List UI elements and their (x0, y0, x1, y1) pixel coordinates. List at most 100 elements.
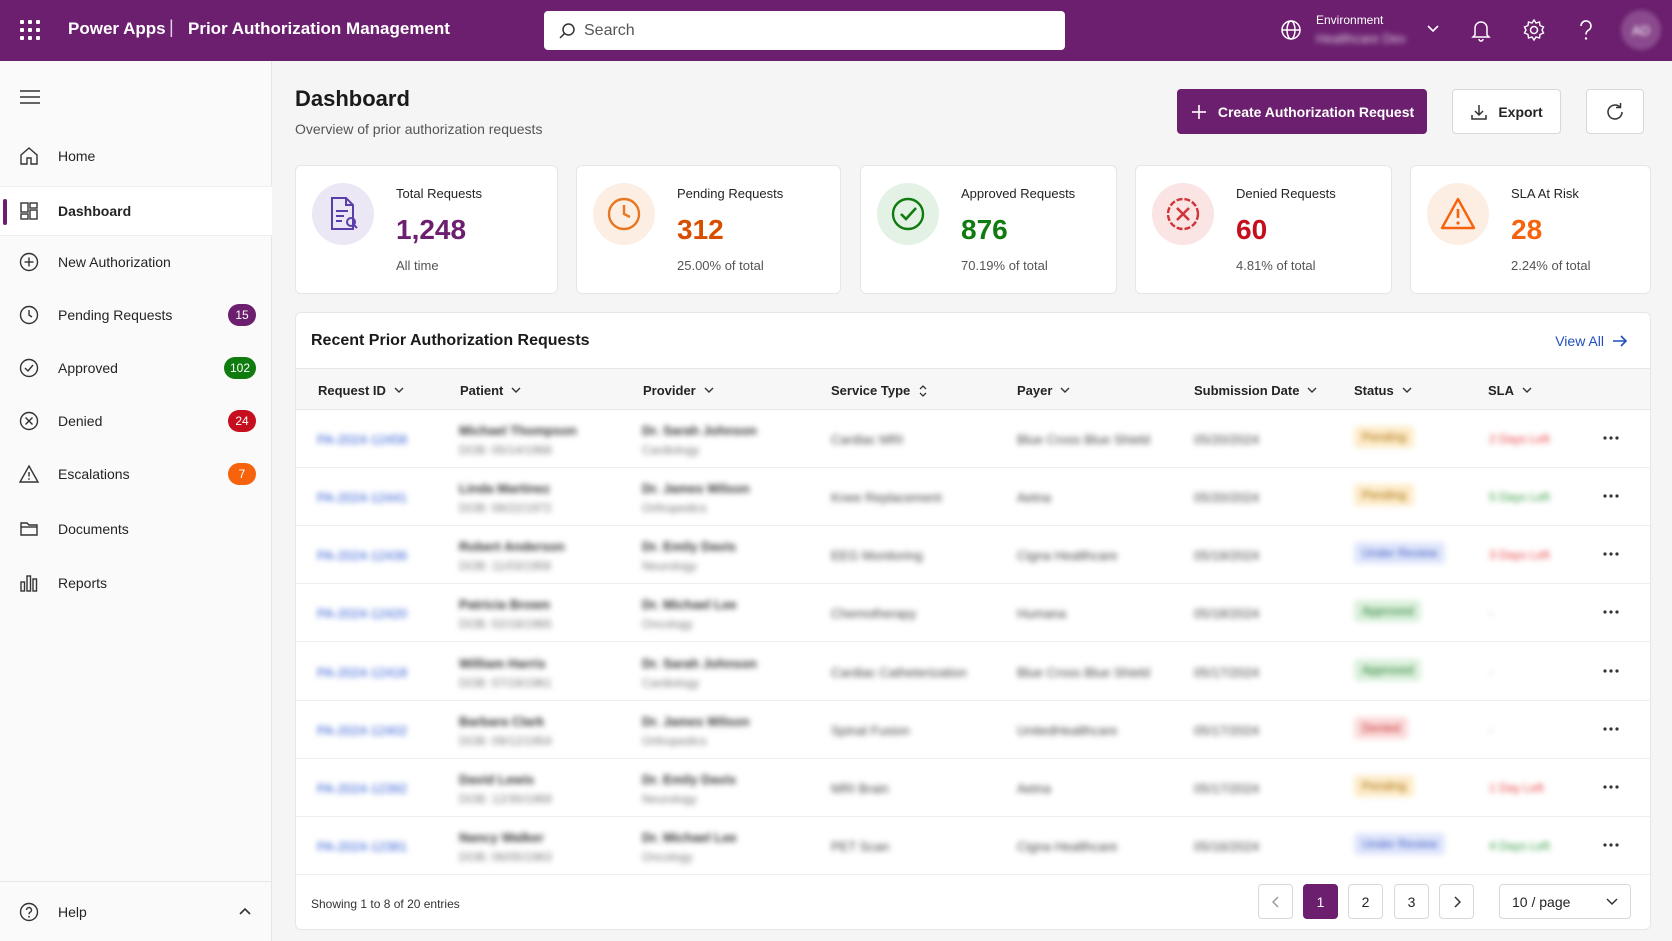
search-box[interactable] (544, 11, 1065, 50)
stat-card-sla-at-risk[interactable]: SLA At Risk 28 2.24% of total (1410, 165, 1651, 294)
submission-date: 05/20/2024 (1194, 490, 1260, 505)
more-actions-icon[interactable] (1603, 719, 1619, 734)
submission-date: 05/17/2024 (1194, 723, 1260, 738)
request-id-link[interactable]: PA-2024-12392 (317, 781, 408, 796)
column-header-payer[interactable]: Payer (1017, 383, 1070, 398)
page-button-1[interactable]: 1 (1303, 884, 1338, 919)
status-badge: Under Review (1354, 542, 1446, 564)
request-id-link[interactable]: PA-2024-12418 (317, 665, 408, 680)
patient-name: David Lewis (459, 772, 535, 787)
sidebar-item-denied[interactable]: Denied 24 (0, 396, 272, 446)
page-button-3[interactable]: 3 (1394, 884, 1429, 919)
sidebar-item-reports[interactable]: Reports (0, 558, 272, 608)
sidebar-item-documents[interactable]: Documents (0, 504, 272, 554)
sidebar-item-dashboard[interactable]: Dashboard (0, 186, 272, 236)
table-row[interactable]: PA-2024-12418 William Harris DOB: 07/19/19… (296, 643, 1650, 701)
table-row[interactable]: PA-2024-12441 Linda Martinez DOB: 08/22/19… (296, 468, 1650, 526)
sidebar-item-approved[interactable]: Approved 102 (0, 343, 272, 393)
more-actions-icon[interactable] (1603, 602, 1619, 617)
column-header-patient[interactable]: Patient (460, 383, 521, 398)
chevron-down-icon (704, 387, 714, 393)
stat-card-total[interactable]: Total Requests 1,248 All time (295, 165, 558, 294)
request-id-link[interactable]: PA-2024-12441 (317, 490, 408, 505)
app-name[interactable]: Power Apps (68, 19, 166, 38)
table-row[interactable]: PA-2024-12458 Michael Thompson DOB: 05/14/… (296, 410, 1650, 468)
refresh-button[interactable] (1586, 89, 1644, 134)
next-page-button[interactable] (1439, 884, 1474, 919)
request-id-link[interactable]: PA-2024-12402 (317, 723, 408, 738)
search-input[interactable] (584, 21, 1024, 40)
sidebar-item-escalations[interactable]: Escalations 7 (0, 449, 272, 499)
provider-name: Dr. Michael Lee (642, 597, 737, 612)
prev-page-button[interactable] (1258, 884, 1293, 919)
payer-name: UnitedHealthcare (1017, 723, 1118, 738)
chevron-down-icon[interactable] (1426, 24, 1440, 34)
request-id-link[interactable]: PA-2024-12381 (317, 839, 408, 854)
page-size-select[interactable]: 10 / page (1499, 884, 1631, 919)
page-button-2[interactable]: 2 (1348, 884, 1383, 919)
column-header-request-id[interactable]: Request ID (318, 383, 404, 398)
request-id-link[interactable]: PA-2024-12420 (317, 606, 408, 621)
request-id-link[interactable]: PA-2024-12436 (317, 548, 408, 563)
page-title: Dashboard (295, 86, 410, 111)
sidebar-item-home[interactable]: Home (0, 131, 272, 181)
pending-count-badge: 15 (228, 304, 256, 326)
column-header-provider[interactable]: Provider (643, 383, 714, 398)
panel-title: Recent Prior Authorization Requests (311, 332, 590, 349)
hamburger-icon[interactable] (20, 89, 40, 105)
sidebar-item-pending-requests[interactable]: Pending Requests 15 (0, 290, 272, 340)
more-actions-icon[interactable] (1603, 428, 1619, 443)
table-row[interactable]: PA-2024-12402 Barbara Clark DOB: 09/12/195… (296, 701, 1650, 759)
sla-indicator: - (1489, 606, 1493, 620)
column-header-service-type[interactable]: Service Type (831, 383, 928, 398)
stat-card-approved[interactable]: Approved Requests 876 70.19% of total (860, 165, 1117, 294)
stat-sub: 4.81% of total (1236, 258, 1316, 273)
gear-icon[interactable] (1522, 18, 1546, 42)
more-actions-icon[interactable] (1603, 777, 1619, 792)
column-header-sla[interactable]: SLA (1488, 383, 1532, 398)
approved-count-badge: 102 (223, 357, 256, 379)
create-authorization-button[interactable]: Create Authorization Request (1177, 89, 1427, 134)
request-id-link[interactable]: PA-2024-12458 (317, 432, 408, 447)
provider-name: Dr. Michael Lee (642, 830, 737, 845)
globe-icon[interactable] (1280, 19, 1302, 41)
stat-card-pending[interactable]: Pending Requests 312 25.00% of total (576, 165, 841, 294)
check-circle-icon (18, 357, 40, 379)
question-circle-icon (18, 901, 40, 923)
submission-date: 05/17/2024 (1194, 781, 1260, 796)
environment-value[interactable]: Healthcare Dev (1316, 31, 1406, 46)
sidebar: Home Dashboard New Authorization Pending… (0, 61, 272, 941)
question-icon[interactable] (1576, 18, 1596, 42)
stat-label: Denied Requests (1236, 186, 1336, 201)
waffle-icon[interactable] (20, 20, 40, 40)
avatar[interactable]: AD (1621, 10, 1661, 50)
stat-label: SLA At Risk (1511, 186, 1579, 201)
more-actions-icon[interactable] (1603, 544, 1619, 559)
bar-chart-icon (18, 572, 40, 594)
view-all-link[interactable]: View All (1555, 333, 1628, 349)
sidebar-item-label: New Authorization (58, 254, 171, 270)
x-circle-icon (18, 410, 40, 432)
chevron-up-icon[interactable] (238, 906, 252, 916)
sidebar-item-help[interactable]: Help (0, 881, 272, 941)
more-actions-icon[interactable] (1603, 661, 1619, 676)
chevron-down-icon (1060, 387, 1070, 393)
table-row[interactable]: PA-2024-12436 Robert Anderson DOB: 11/03/1… (296, 526, 1650, 584)
more-actions-icon[interactable] (1603, 835, 1619, 850)
title-separator: | (169, 17, 174, 37)
page-size-value: 10 / page (1512, 893, 1571, 910)
sla-indicator: 1 Day Left (1489, 781, 1544, 795)
bell-icon[interactable] (1470, 18, 1492, 42)
table-row[interactable]: PA-2024-12392 David Lewis DOB: 12/30/1969 D… (296, 759, 1650, 817)
sla-indicator: 4 Days Left (1489, 839, 1550, 853)
column-header-status[interactable]: Status (1354, 383, 1412, 398)
column-header-submission-date[interactable]: Submission Date (1194, 383, 1317, 398)
sidebar-item-new-authorization[interactable]: New Authorization (0, 237, 272, 287)
export-button[interactable]: Export (1452, 89, 1561, 134)
stat-card-denied[interactable]: Denied Requests 60 4.81% of total (1135, 165, 1392, 294)
service-type: Knee Replacement (831, 490, 942, 505)
table-row[interactable]: PA-2024-12420 Patricia Brown DOB: 02/18/19… (296, 584, 1650, 642)
payer-name: Cigna Healthcare (1017, 548, 1118, 563)
table-row[interactable]: PA-2024-12381 Nancy Walker DOB: 06/05/1963… (296, 817, 1650, 875)
more-actions-icon[interactable] (1603, 486, 1619, 501)
